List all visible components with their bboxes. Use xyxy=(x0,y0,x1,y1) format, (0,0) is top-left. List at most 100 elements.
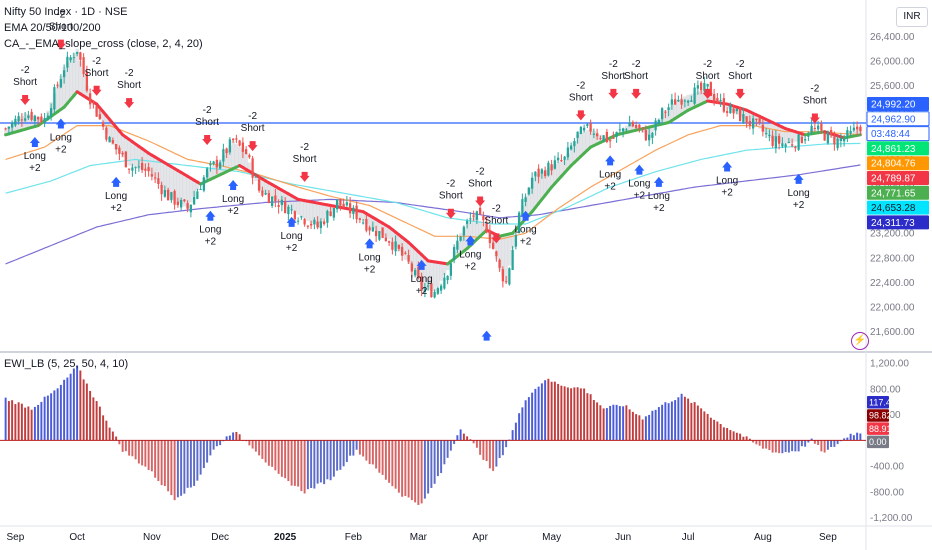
candle-body xyxy=(514,235,518,247)
short-signal-label: Short xyxy=(569,92,593,103)
oscillator-bar xyxy=(446,440,449,458)
candle-body xyxy=(807,135,810,137)
oscillator-bar xyxy=(482,440,485,460)
oscillator-bar xyxy=(670,401,673,441)
candle-body xyxy=(631,122,635,127)
ema-fill-slice xyxy=(208,168,213,180)
oscillator-bar xyxy=(189,440,192,488)
short-signal-label: Short xyxy=(484,215,508,226)
oscillator-bar xyxy=(443,440,446,465)
ema-fill-slice xyxy=(299,199,304,217)
oscillator-bar xyxy=(290,440,293,486)
oscillator-bar xyxy=(89,390,92,441)
candle-body xyxy=(771,135,774,146)
oscillator-bar xyxy=(157,440,160,482)
short-signal-label: -2 xyxy=(446,179,455,190)
short-signal-label: -2 xyxy=(300,142,309,153)
candle-body xyxy=(381,227,384,239)
oscillator-bar xyxy=(20,403,23,441)
candle-body xyxy=(196,191,199,199)
oscillator-bar xyxy=(59,384,62,441)
price-axis-label-box xyxy=(867,156,929,171)
candle-body xyxy=(742,114,745,123)
oscillator-indicator-label[interactable]: EWI_LB (5, 25, 50, 4, 10) xyxy=(4,358,129,370)
osc-y-tick-label: -400.00 xyxy=(870,462,904,473)
candle-body xyxy=(517,212,521,233)
candle-body xyxy=(634,125,638,128)
oscillator-bar xyxy=(654,409,657,441)
long-signal-label: Long xyxy=(515,225,537,236)
oscillator-bar xyxy=(248,440,251,446)
candle-body xyxy=(612,137,615,139)
x-tick-label: Aug xyxy=(754,532,772,543)
oscillator-bar xyxy=(531,392,534,441)
candle-body xyxy=(566,147,570,158)
candle-body xyxy=(218,162,222,169)
oscillator-bar xyxy=(800,440,803,447)
long-signal-label: Long xyxy=(459,249,481,260)
candle-body xyxy=(677,100,680,102)
oscillator-bar xyxy=(404,440,407,497)
oscillator-bar xyxy=(228,435,231,441)
ema-fill-slice xyxy=(387,227,392,240)
ema-fill-slice xyxy=(585,130,590,151)
candle-body xyxy=(732,108,735,114)
short-arrow-icon xyxy=(247,141,258,152)
candle-body xyxy=(30,111,33,120)
currency-button[interactable]: INR xyxy=(896,7,928,27)
candle-body xyxy=(361,222,365,224)
oscillator-bar xyxy=(66,377,69,441)
ema-fill-slice xyxy=(468,219,473,246)
long-arrow-icon xyxy=(228,180,239,190)
candle-body xyxy=(709,82,713,96)
oscillator-bar xyxy=(108,427,111,441)
oscillator-bar xyxy=(371,440,374,465)
lightning-icon[interactable]: ⚡ xyxy=(851,332,869,350)
oscillator-bar xyxy=(823,440,826,453)
symbol-title[interactable]: Nifty 50 Index · 1D · NSE xyxy=(4,6,128,18)
oscillator-bar xyxy=(771,440,774,453)
candle-body xyxy=(134,167,137,169)
candle-body xyxy=(777,135,781,144)
long-arrow-icon xyxy=(364,238,375,249)
oscillator-bar xyxy=(726,428,729,441)
ema-fill-slice xyxy=(156,159,161,184)
ema-indicator-label[interactable]: EMA 20/50/100/200 xyxy=(4,22,101,34)
x-tick-label: Feb xyxy=(345,532,363,543)
long-arrow-icon xyxy=(520,210,531,221)
ema-fill-slice xyxy=(69,57,73,100)
oscillator-bar xyxy=(85,383,88,441)
ema-fill-slice xyxy=(368,215,372,228)
long-signal-label: +2 xyxy=(793,200,805,211)
short-arrow-icon xyxy=(91,85,102,96)
price-axis-label: 24,789.87 xyxy=(871,174,916,185)
short-arrow-icon xyxy=(702,88,713,99)
oscillator-bar xyxy=(154,440,157,478)
oscillator-bar xyxy=(856,432,859,441)
price-axis-label-box xyxy=(867,215,929,230)
ema-fill-slice xyxy=(650,126,655,132)
candle-body xyxy=(534,171,537,177)
oscillator-bar xyxy=(719,424,722,441)
candle-body xyxy=(680,99,683,105)
long-signal-label: +2 xyxy=(520,237,532,248)
candle-body xyxy=(69,57,72,61)
long-arrow-icon xyxy=(793,173,804,184)
ema-fill-slice xyxy=(446,263,450,271)
long-arrow-icon xyxy=(205,210,216,221)
oscillator-bar xyxy=(479,440,482,455)
oscillator-bar xyxy=(547,378,550,441)
osc-y-tick-label: -800.00 xyxy=(870,487,904,498)
ema-fill-slice xyxy=(78,61,83,94)
candle-body xyxy=(267,193,271,204)
oscillator-bar xyxy=(739,433,742,441)
oscillator-bar xyxy=(573,387,576,441)
oscillator-bar xyxy=(843,438,846,441)
oscillator-bar xyxy=(167,440,170,492)
ema-fill-slice xyxy=(179,172,184,205)
candle-body xyxy=(729,104,732,114)
oscillator-bar xyxy=(53,390,56,441)
slope-cross-indicator-label[interactable]: CA_-_EMA_slope_cross (close, 2, 4, 20) xyxy=(4,38,203,50)
candle-body xyxy=(228,139,232,153)
